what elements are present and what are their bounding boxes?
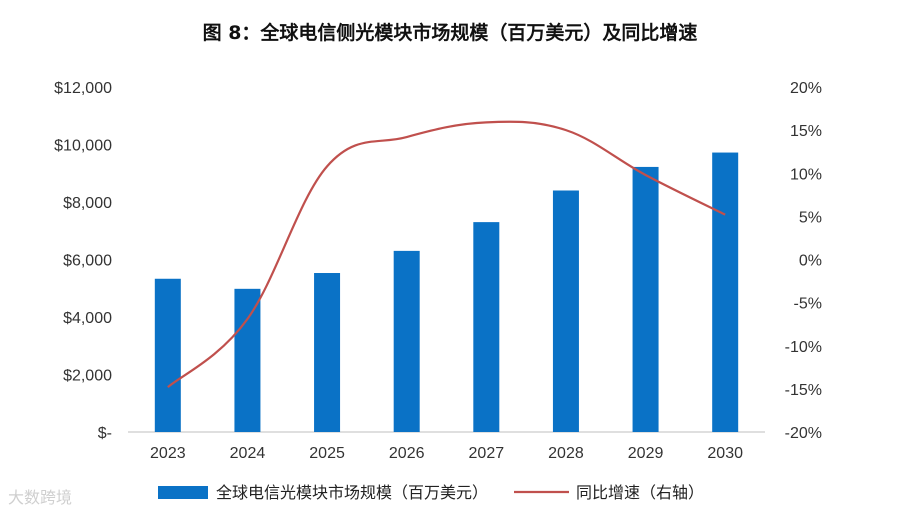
x-tick-label: 2026 (389, 445, 425, 462)
bar-series (154, 152, 739, 433)
bar (393, 250, 420, 432)
right-tick-label: -10% (785, 339, 822, 356)
x-axis-ticks: 2023 2024 2025 2026 2027 2028 2029 2030 (150, 445, 743, 462)
watermark: 大数跨境 (8, 488, 73, 507)
left-tick-label: $- (98, 425, 112, 442)
right-tick-label: 20% (790, 80, 822, 97)
x-tick-label: 2030 (707, 445, 743, 462)
legend-line-label: 同比增速（右轴） (576, 483, 704, 502)
left-tick-label: $2,000 (63, 368, 112, 385)
right-tick-label: 5% (799, 209, 822, 226)
x-tick-label: 2023 (150, 445, 186, 462)
bar (552, 190, 579, 432)
right-tick-label: -5% (794, 296, 822, 313)
bar (712, 152, 739, 433)
left-tick-label: $6,000 (63, 253, 112, 270)
x-tick-label: 2029 (628, 445, 664, 462)
right-tick-label: -20% (785, 425, 822, 442)
left-tick-label: $10,000 (54, 138, 112, 155)
legend-bar-swatch (158, 486, 208, 499)
growth-rate-line (167, 120, 726, 388)
right-tick-label: 0% (799, 253, 822, 270)
chart-title: 图 8：全球电信侧光模块市场规模（百万美元）及同比增速 (202, 22, 698, 44)
x-tick-label: 2027 (469, 445, 505, 462)
right-axis-ticks: -20% -15% -10% -5% 0% 5% 10% 15% 20% (785, 80, 822, 442)
x-tick-label: 2028 (548, 445, 584, 462)
left-tick-label: $8,000 (63, 195, 112, 212)
bar (473, 222, 500, 432)
bar (314, 273, 341, 432)
right-tick-label: -15% (785, 382, 822, 399)
bar (632, 166, 659, 433)
x-tick-label: 2024 (230, 445, 266, 462)
right-tick-label: 10% (790, 166, 822, 183)
bar (154, 278, 181, 432)
right-tick-label: 15% (790, 123, 822, 140)
legend-bar-label: 全球电信光模块市场规模（百万美元） (216, 483, 488, 502)
left-tick-label: $4,000 (63, 310, 112, 327)
left-axis-ticks: $- $2,000 $4,000 $6,000 $8,000 $10,000 $12,000 (54, 80, 112, 442)
bar (234, 288, 261, 432)
left-tick-label: $12,000 (54, 80, 112, 97)
x-tick-label: 2025 (309, 445, 345, 462)
